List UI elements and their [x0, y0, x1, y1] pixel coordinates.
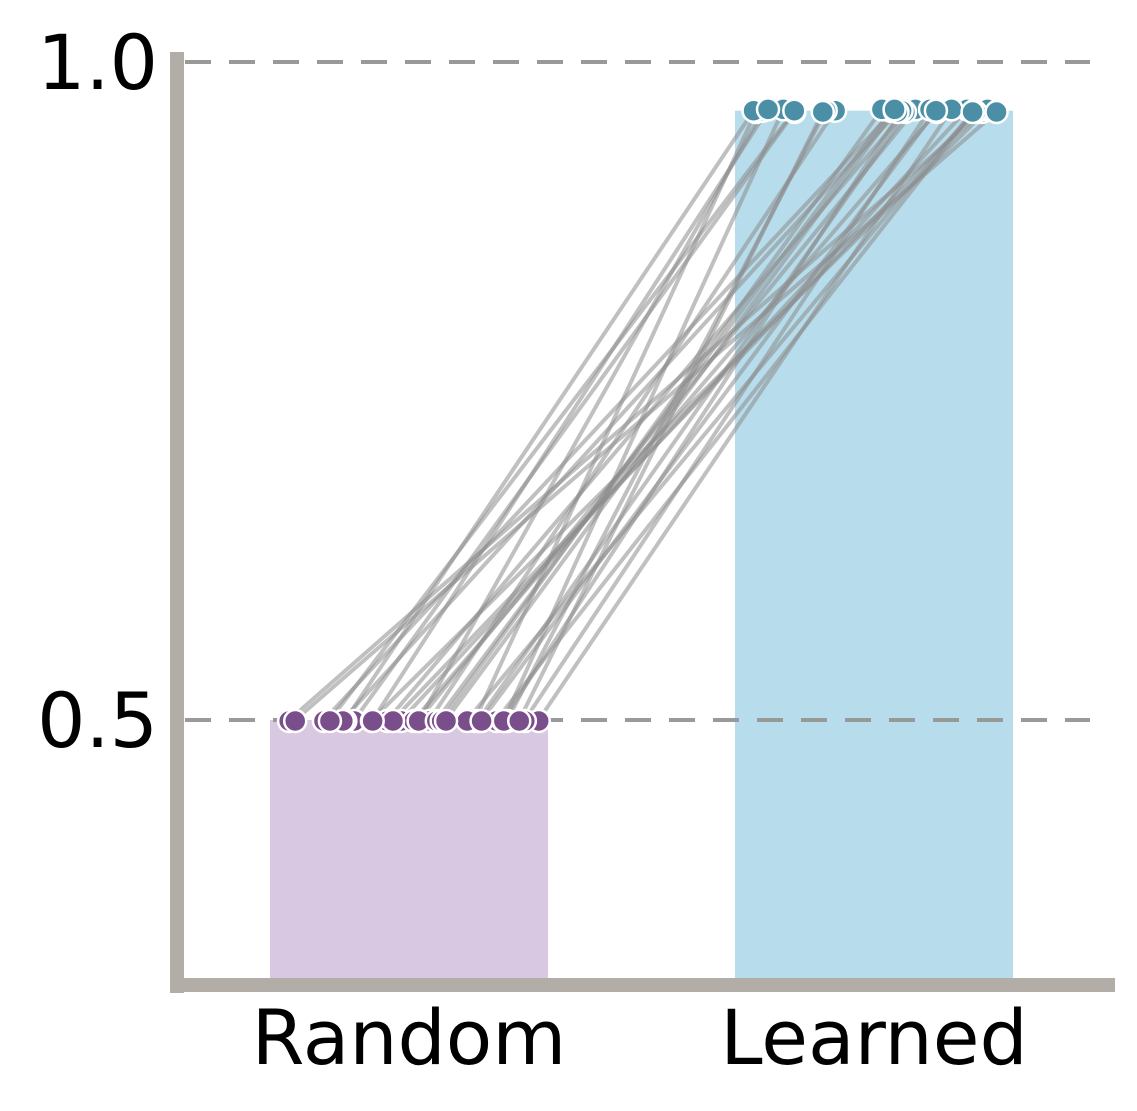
- learned-point: [960, 99, 985, 125]
- x-axis: [170, 978, 1115, 992]
- y-tick-label: 1.0: [37, 18, 158, 107]
- learned-point: [755, 97, 781, 122]
- y-tick-label: 0.5: [37, 676, 158, 765]
- bars-layer: [270, 110, 1013, 985]
- learned-point: [782, 98, 807, 123]
- random-point: [360, 708, 385, 734]
- pair-line: [293, 110, 998, 722]
- random-point: [507, 708, 532, 734]
- pair-line: [287, 110, 984, 722]
- learned-point: [984, 99, 1009, 125]
- axes-layer: [170, 52, 1115, 993]
- random-point: [380, 708, 406, 734]
- bar-random: [270, 720, 548, 985]
- pair-line: [479, 109, 938, 722]
- learned-point: [882, 97, 907, 122]
- pair-line: [352, 110, 797, 722]
- pair-line: [328, 109, 796, 722]
- pair-line: [417, 109, 765, 721]
- pair-line: [494, 109, 976, 722]
- pair-line: [501, 108, 786, 721]
- x-category-label: Random: [252, 993, 567, 1082]
- learned-point: [923, 98, 949, 123]
- random-point: [469, 708, 494, 734]
- pair-line: [370, 108, 770, 722]
- pair-line: [341, 110, 899, 722]
- pair-lines-layer: [287, 107, 998, 722]
- y-axis: [170, 52, 184, 993]
- learned-point: [810, 99, 836, 125]
- pair-line: [322, 108, 897, 722]
- pair-line: [517, 111, 825, 721]
- random-point: [433, 708, 459, 734]
- labels-layer: 0.5 1.0 Random Learned: [37, 18, 1028, 1082]
- random-point: [317, 708, 343, 734]
- points-layer: [276, 97, 1009, 734]
- x-category-label: Learned: [720, 993, 1027, 1082]
- pair-line: [473, 111, 758, 721]
- random-point: [282, 708, 308, 734]
